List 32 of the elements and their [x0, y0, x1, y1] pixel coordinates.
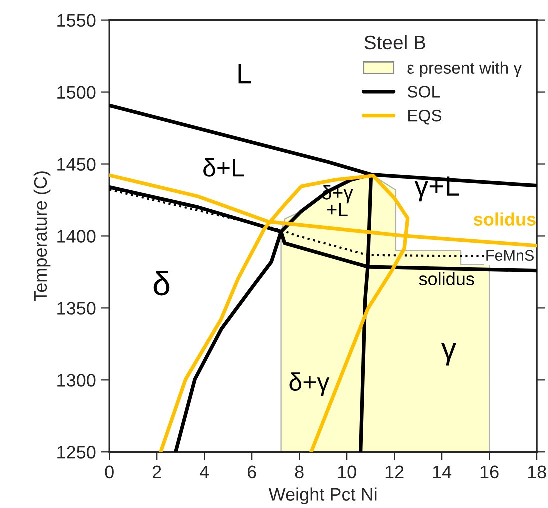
y-tick-label: 1250	[58, 446, 96, 459]
series-label: FeMnS	[486, 250, 534, 262]
x-tick-label: 14	[433, 466, 452, 478]
x-tick-label: 4	[200, 466, 210, 478]
annotation: δ+γ	[290, 372, 330, 396]
x-tick-label: 6	[248, 466, 256, 479]
x-tick-label: 8	[295, 466, 304, 479]
legend-label: SOL	[408, 86, 440, 98]
legend-title: Steel B	[364, 35, 426, 50]
annotation: solidus	[474, 212, 536, 226]
legend-label: EQS	[408, 110, 442, 125]
y-tick-label: 1350	[58, 302, 96, 315]
y-axis-title: Temperature (C)	[34, 172, 51, 302]
x-tick-label: 18	[528, 466, 546, 479]
annotation: δ+L	[204, 158, 244, 177]
x-tick-label: 10	[338, 466, 356, 479]
x-tick-label: 2	[152, 466, 162, 478]
annotation: γ	[441, 343, 457, 366]
y-tick-label: 1500	[58, 86, 96, 100]
legend-label: ε present with γ	[408, 62, 522, 78]
y-tick-label: 1450	[58, 158, 96, 171]
x-axis-title: Weight Pct Ni	[268, 488, 377, 505]
y-tick-label: 1300	[58, 374, 96, 387]
annotation: L	[238, 64, 252, 84]
x-tick-label: 0	[105, 466, 114, 479]
x-tick-label: 12	[386, 466, 404, 478]
x-tick-label: 16	[480, 466, 499, 479]
y-tick-label: 1400	[58, 230, 96, 243]
annotation: δ	[154, 271, 170, 296]
annotation: solidus	[419, 272, 474, 286]
y-tick-label: 1550	[58, 14, 96, 28]
annotation: γ+L	[414, 176, 460, 202]
